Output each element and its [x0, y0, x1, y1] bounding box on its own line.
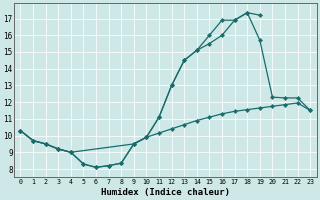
X-axis label: Humidex (Indice chaleur): Humidex (Indice chaleur) [101, 188, 230, 197]
